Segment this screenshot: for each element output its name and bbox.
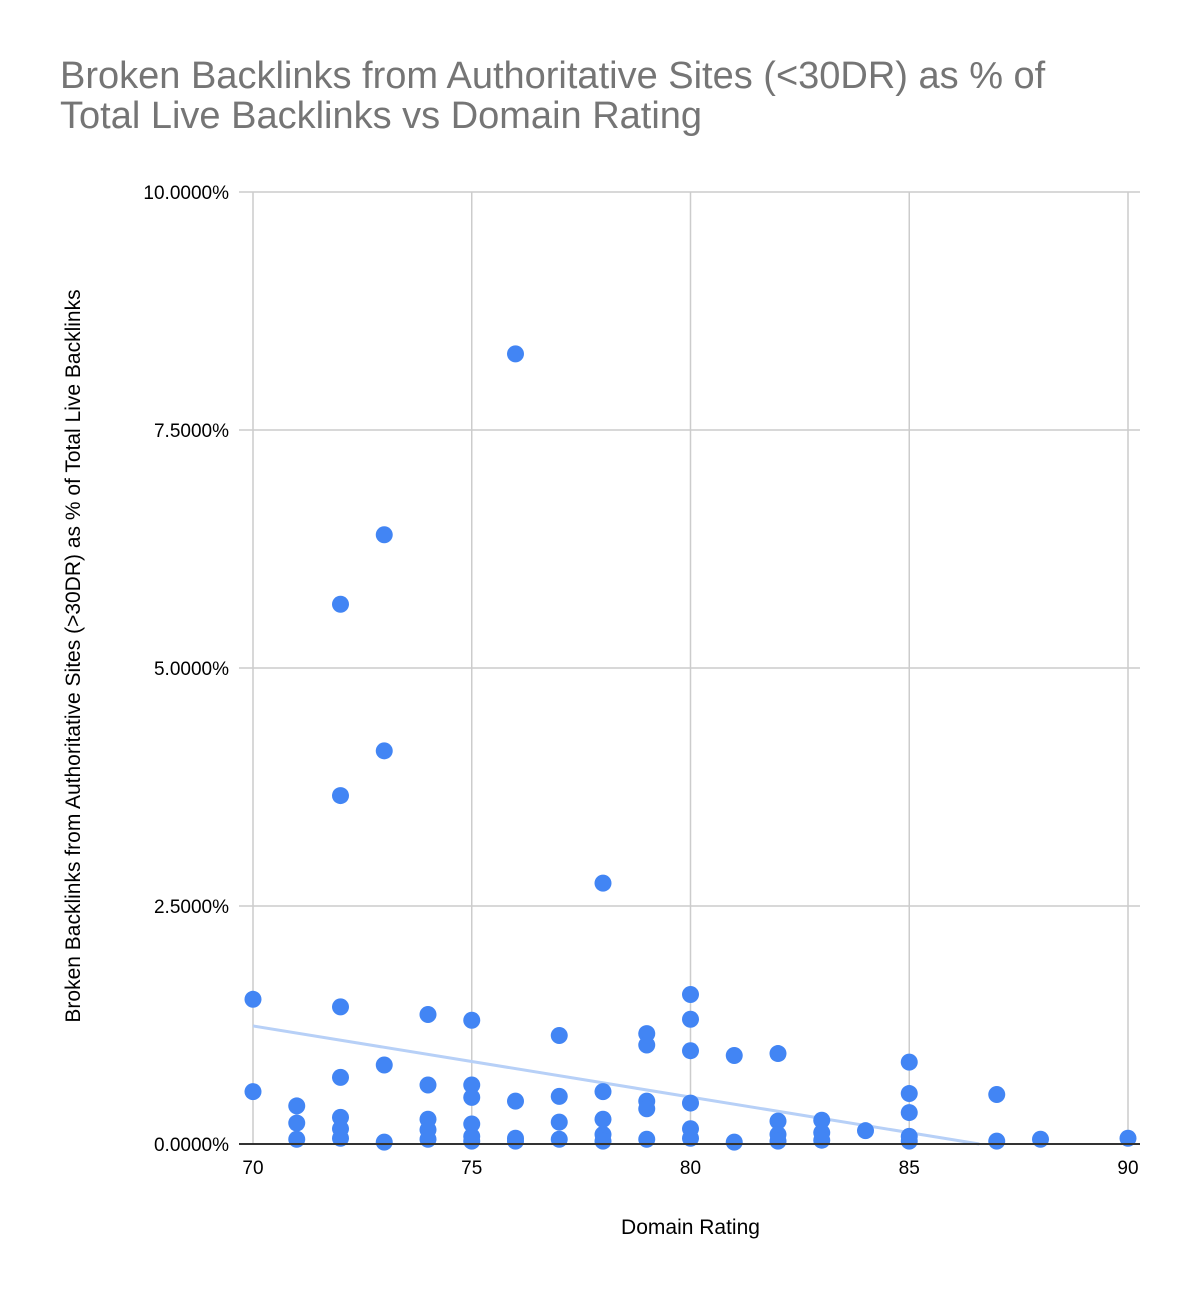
data-point bbox=[813, 1111, 831, 1129]
data-point bbox=[1119, 1129, 1137, 1147]
data-point bbox=[288, 1130, 306, 1148]
data-point bbox=[988, 1085, 1006, 1103]
x-tick-label: 90 bbox=[1117, 1158, 1138, 1179]
data-points bbox=[244, 345, 1137, 1151]
data-point bbox=[507, 345, 524, 363]
data-point bbox=[682, 986, 699, 1004]
data-point bbox=[244, 990, 262, 1008]
x-tick-label: 70 bbox=[242, 1158, 263, 1179]
axes: 0.0000% 2.5000% 5.0000% 7.5000% 10.0000% 70 75… bbox=[143, 183, 1140, 1179]
data-point bbox=[638, 1100, 656, 1118]
data-point bbox=[550, 1130, 568, 1148]
data-point bbox=[463, 1011, 481, 1029]
y-tick-label: 10.0000% bbox=[143, 183, 229, 204]
data-point bbox=[332, 1129, 349, 1147]
data-point bbox=[638, 1036, 656, 1054]
data-point bbox=[900, 1085, 918, 1103]
data-point bbox=[507, 1132, 524, 1150]
chart-title-line-1: Broken Backlinks from Authoritative Site… bbox=[60, 55, 1046, 97]
data-point bbox=[900, 1132, 918, 1150]
x-tick-label: 75 bbox=[461, 1158, 482, 1179]
data-point bbox=[682, 1010, 699, 1028]
chart-title-line-2: Total Live Backlinks vs Domain Rating bbox=[60, 95, 703, 137]
data-point bbox=[813, 1131, 831, 1149]
data-point bbox=[769, 1045, 787, 1063]
data-point bbox=[375, 1133, 393, 1151]
data-point bbox=[244, 1083, 262, 1101]
data-point bbox=[725, 1133, 743, 1151]
data-point bbox=[682, 1129, 699, 1147]
x-tick-label: 85 bbox=[899, 1158, 920, 1179]
data-point bbox=[900, 1053, 918, 1071]
data-point bbox=[332, 595, 349, 613]
y-tick-label: 2.5000% bbox=[154, 897, 229, 918]
data-point bbox=[594, 1132, 612, 1150]
data-point bbox=[288, 1114, 306, 1132]
data-point bbox=[725, 1046, 743, 1064]
data-point bbox=[332, 998, 349, 1016]
data-point bbox=[419, 1076, 437, 1094]
y-axis-label: Broken Backlinks from Authoritative Site… bbox=[62, 289, 85, 1022]
data-point bbox=[375, 742, 393, 760]
data-point bbox=[550, 1026, 568, 1044]
data-point bbox=[1032, 1130, 1049, 1148]
data-point bbox=[594, 1083, 612, 1101]
data-point bbox=[419, 1130, 437, 1148]
data-point bbox=[900, 1104, 918, 1122]
data-point bbox=[375, 1056, 393, 1074]
data-point bbox=[769, 1132, 787, 1150]
data-point bbox=[463, 1076, 481, 1094]
y-tick-label: 5.0000% bbox=[154, 659, 229, 680]
chart-title: Broken Backlinks from Authoritative Site… bbox=[60, 56, 1160, 136]
grid bbox=[239, 191, 1140, 1145]
data-point bbox=[419, 1006, 437, 1024]
data-point bbox=[288, 1097, 306, 1115]
data-point bbox=[550, 1087, 568, 1105]
trendline-layer bbox=[252, 1024, 980, 1146]
data-point bbox=[682, 1094, 699, 1112]
data-point bbox=[550, 1113, 568, 1131]
data-point bbox=[463, 1088, 481, 1106]
y-tick-label: 7.5000% bbox=[154, 421, 229, 442]
data-point bbox=[463, 1115, 481, 1133]
data-point bbox=[638, 1130, 656, 1148]
x-axis-label: Domain Rating bbox=[621, 1216, 760, 1239]
data-point bbox=[594, 874, 612, 892]
data-point bbox=[769, 1112, 787, 1130]
data-point bbox=[375, 526, 393, 544]
data-point bbox=[988, 1132, 1006, 1150]
data-point bbox=[463, 1132, 481, 1150]
x-tick-label: 80 bbox=[680, 1158, 701, 1179]
data-point bbox=[332, 1068, 349, 1086]
data-point bbox=[507, 1092, 524, 1110]
data-point bbox=[332, 787, 349, 805]
data-point bbox=[682, 1042, 699, 1060]
data-point bbox=[857, 1122, 874, 1140]
y-tick-label: 0.0000% bbox=[154, 1135, 229, 1156]
trendline bbox=[252, 1024, 980, 1146]
data-point bbox=[594, 1110, 612, 1128]
